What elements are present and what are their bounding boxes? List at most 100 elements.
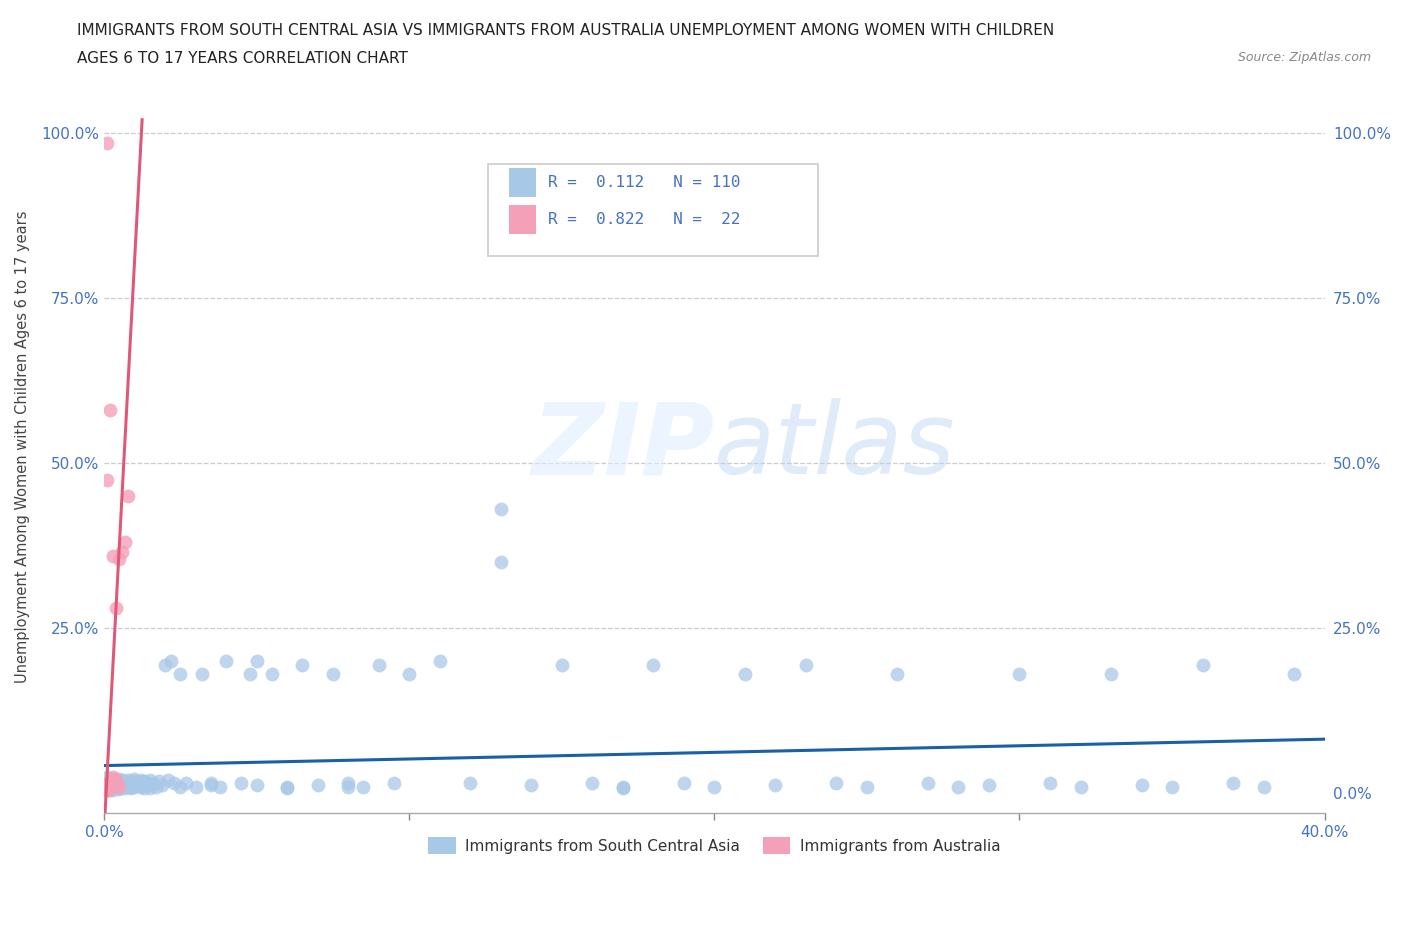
Point (111, 779, 134, 794)
Point (429, 654, 451, 669)
Point (245, 654, 267, 669)
Point (117, 779, 139, 794)
Point (703, 779, 725, 794)
Point (856, 779, 879, 794)
Point (108, 780, 131, 795)
Point (200, 776, 222, 790)
Point (101, 782, 124, 797)
Point (98, 779, 121, 794)
Point (114, 535, 136, 550)
Point (291, 658, 314, 672)
Point (98, 780, 121, 795)
Point (96, 776, 118, 790)
Point (124, 779, 146, 794)
Point (352, 779, 374, 794)
Point (132, 774, 155, 789)
Point (886, 667, 908, 682)
Point (124, 771, 146, 786)
Point (307, 778, 329, 793)
Point (1099, 667, 1122, 682)
Point (135, 776, 157, 790)
Point (148, 774, 170, 789)
Point (367, 658, 389, 672)
Point (101, 779, 124, 794)
Point (612, 779, 634, 794)
Point (105, 773, 128, 788)
Point (105, 773, 128, 788)
Point (124, 774, 146, 789)
Point (322, 667, 344, 682)
Point (612, 780, 634, 795)
Point (231, 776, 253, 790)
Text: AGES 6 TO 17 YEARS CORRELATION CHART: AGES 6 TO 17 YEARS CORRELATION CHART (77, 51, 408, 66)
Text: R =  0.112   N = 110: R = 0.112 N = 110 (548, 175, 741, 191)
Point (948, 779, 970, 794)
Point (260, 667, 283, 682)
Text: atlas: atlas (714, 398, 956, 495)
Point (96, 776, 118, 790)
Point (101, 771, 124, 786)
Point (98, 778, 121, 793)
Point (160, 654, 183, 669)
FancyBboxPatch shape (509, 168, 536, 197)
Point (105, 780, 128, 795)
Point (105, 776, 128, 790)
Point (96, 769, 118, 784)
Point (239, 667, 262, 682)
Point (120, 776, 142, 790)
Point (117, 773, 139, 788)
Point (337, 776, 360, 790)
Point (101, 548, 124, 563)
Point (176, 776, 198, 790)
Point (108, 771, 131, 786)
Point (337, 779, 360, 794)
Point (142, 776, 165, 790)
Point (184, 779, 207, 794)
Point (98, 403, 121, 418)
Point (1191, 658, 1213, 672)
Point (105, 776, 128, 790)
Point (215, 654, 238, 669)
Point (169, 779, 191, 794)
Point (190, 667, 212, 682)
Text: IMMIGRANTS FROM SOUTH CENTRAL ASIA VS IMMIGRANTS FROM AUSTRALIA UNEMPLOYMENT AMO: IMMIGRANTS FROM SOUTH CENTRAL ASIA VS IM… (77, 23, 1054, 38)
Point (132, 780, 155, 795)
Point (124, 778, 146, 793)
Point (96, 472, 118, 487)
Point (163, 776, 186, 790)
Point (98, 776, 121, 790)
Point (1039, 776, 1062, 790)
Point (111, 773, 134, 788)
Point (157, 773, 180, 788)
Point (117, 488, 139, 503)
FancyBboxPatch shape (488, 165, 818, 256)
Point (98, 780, 121, 795)
Point (794, 658, 817, 672)
Point (153, 658, 176, 672)
Point (108, 551, 131, 566)
Point (101, 769, 124, 784)
Text: Source: ZipAtlas.com: Source: ZipAtlas.com (1237, 51, 1371, 64)
Point (96, 782, 118, 797)
Point (139, 778, 162, 793)
Point (763, 778, 786, 793)
Point (977, 778, 1000, 793)
Point (1070, 779, 1092, 794)
Point (139, 773, 162, 788)
Point (145, 779, 167, 794)
Point (520, 778, 543, 793)
Point (96, 779, 118, 794)
Point (96, 779, 118, 794)
Point (127, 776, 149, 790)
Point (1282, 667, 1305, 682)
Y-axis label: Unemployment Among Women with Children Ages 6 to 17 years: Unemployment Among Women with Children A… (15, 210, 30, 683)
Point (114, 778, 136, 793)
Point (96, 136, 118, 151)
Point (108, 774, 131, 789)
Point (581, 776, 603, 790)
Point (111, 545, 134, 560)
Legend: Immigrants from South Central Asia, Immigrants from Australia: Immigrants from South Central Asia, Immi… (422, 830, 1007, 860)
Point (101, 779, 124, 794)
Text: ZIP: ZIP (531, 398, 714, 495)
Point (139, 780, 162, 795)
